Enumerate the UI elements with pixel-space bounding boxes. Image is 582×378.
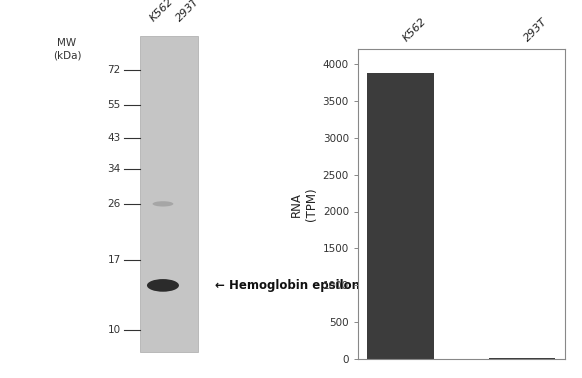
Bar	[367, 73, 434, 359]
Text: K562: K562	[400, 15, 428, 43]
Text: 17: 17	[108, 255, 121, 265]
Text: 293T: 293T	[175, 0, 201, 23]
Text: 34: 34	[108, 164, 121, 174]
Ellipse shape	[147, 279, 179, 292]
Text: 26: 26	[108, 199, 121, 209]
Text: 72: 72	[108, 65, 121, 75]
Text: ← Hemoglobin epsilon: ← Hemoglobin epsilon	[215, 279, 360, 292]
Ellipse shape	[152, 201, 173, 206]
Text: 293T: 293T	[522, 16, 549, 43]
Text: MW
(kDa): MW (kDa)	[53, 38, 81, 60]
Bar	[140, 36, 198, 352]
Y-axis label: RNA
(TPM): RNA (TPM)	[289, 187, 318, 221]
Bar	[488, 358, 555, 359]
Text: 55: 55	[108, 100, 121, 110]
Text: 10: 10	[108, 325, 121, 335]
Text: 43: 43	[108, 133, 121, 143]
Text: K562: K562	[148, 0, 176, 23]
